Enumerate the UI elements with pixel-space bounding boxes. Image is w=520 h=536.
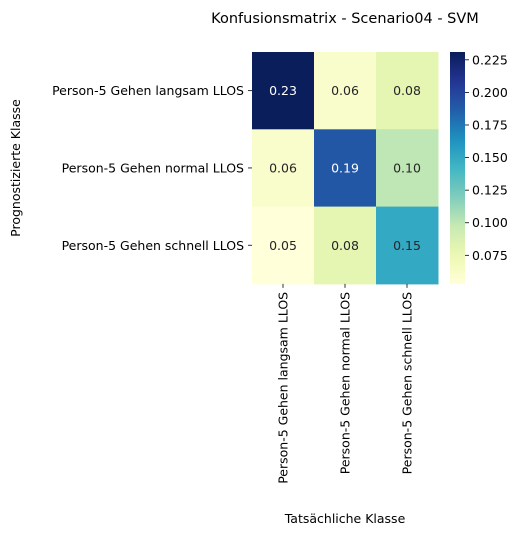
colorbar-ticks: 0.075 0.100 0.125 0.150 0.175 0.200 0.225 (465, 52, 508, 263)
heatmap-cell (376, 129, 439, 208)
colorbar-tick-label: 0.150 (472, 150, 508, 165)
colorbar-tick-label: 0.200 (472, 85, 508, 100)
cell-value-label: 0.23 (269, 83, 297, 98)
heatmap-cell (252, 206, 315, 285)
heatmap-cell (314, 52, 377, 130)
y-tick-label: Person-5 Gehen langsam LLOS (52, 83, 244, 98)
y-tick-labels: Person-5 Gehen langsam LLOS Person-5 Gehe… (52, 83, 252, 253)
heatmap-cell (252, 52, 315, 130)
colorbar (450, 52, 465, 284)
cell-value-label: 0.15 (393, 238, 421, 253)
cell-value-label: 0.05 (269, 238, 297, 253)
x-tick-label: Person-5 Gehen normal LLOS (338, 292, 353, 474)
cell-value-label: 0.06 (269, 160, 297, 175)
cell-value-label: 0.08 (331, 238, 359, 253)
y-axis-label: Prognostizierte Klasse (8, 99, 23, 237)
cell-value-label: 0.10 (393, 160, 421, 175)
heatmap-cell (252, 129, 315, 208)
x-tick-labels: Person-5 Gehen langsam LLOS Person-5 Gehe… (276, 283, 415, 484)
heatmap-cell (376, 52, 439, 130)
colorbar-tick-label: 0.175 (472, 117, 508, 132)
heatmap-cell (376, 206, 439, 285)
chart-title: Konfusionsmatrix - Scenario04 - SVM (211, 11, 479, 27)
y-tick-label: Person-5 Gehen normal LLOS (62, 160, 244, 175)
colorbar-tick-label: 0.225 (472, 52, 508, 67)
heatmap-cell (314, 129, 377, 208)
colorbar-tick-label: 0.100 (472, 215, 508, 230)
cell-value-labels: 0.23 0.06 0.08 0.06 0.19 0.10 0.05 0.08 0.15 (269, 83, 421, 253)
heatmap-cell (314, 206, 377, 285)
cell-value-label: 0.06 (331, 83, 359, 98)
colorbar-tick-label: 0.125 (472, 183, 508, 198)
colorbar-tick-label: 0.075 (472, 248, 508, 263)
x-tick-label: Person-5 Gehen langsam LLOS (276, 292, 291, 484)
heatmap-cells (252, 52, 439, 285)
y-tick-label: Person-5 Gehen schnell LLOS (62, 238, 244, 253)
cell-value-label: 0.19 (331, 160, 359, 175)
x-axis-label: Tatsächliche Klasse (284, 511, 406, 526)
x-tick-label: Person-5 Gehen schnell LLOS (400, 292, 415, 474)
cell-value-label: 0.08 (393, 83, 421, 98)
